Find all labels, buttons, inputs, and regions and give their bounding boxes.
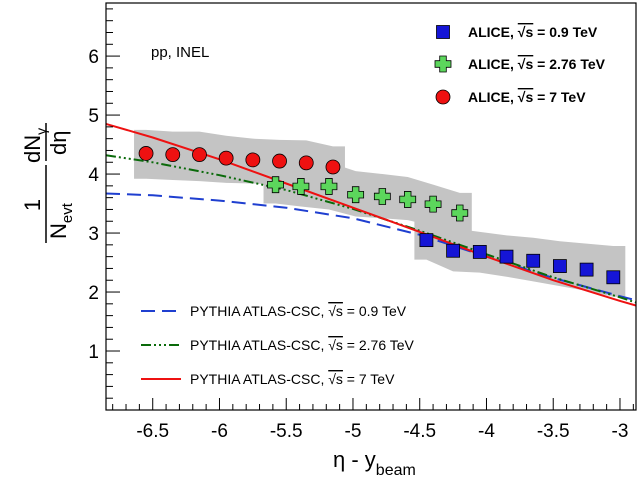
x-tick-label: -4.5 — [403, 421, 436, 442]
model-legend-label-2: PYTHIA ATLAS-CSC, √s = 2.76 TeV — [190, 337, 415, 353]
band-3 — [134, 129, 345, 189]
point-s2-5 — [373, 188, 391, 205]
point-s1-2 — [446, 243, 461, 258]
axis-ticks — [106, 8, 634, 410]
point-s1-7 — [579, 262, 594, 277]
x-axis-title: η - ybeam — [333, 447, 416, 479]
model-legend-label-1: PYTHIA ATLAS-CSC, √s = 0.9 TeV — [190, 303, 407, 319]
x-tick-label: -5.5 — [270, 421, 303, 442]
y-title-nevt: Nevt — [46, 202, 76, 239]
point-s3-1 — [138, 146, 154, 161]
legend-marker-2 — [434, 55, 452, 73]
point-s2-2 — [292, 178, 310, 195]
band-1 — [414, 218, 626, 297]
model-curves — [105, 122, 637, 307]
point-s2-4 — [347, 186, 365, 204]
point-s3-3 — [192, 147, 207, 162]
point-s2-8 — [451, 204, 469, 222]
y-tick-label: 1 — [88, 342, 99, 363]
point-s3-5 — [245, 152, 261, 168]
y-title-one: 1 — [20, 199, 45, 211]
y-tick-label: 2 — [88, 283, 99, 304]
legend-label-3: ALICE, √s = 7 TeV — [468, 89, 586, 105]
point-s3-8 — [325, 159, 341, 175]
point-s2-1 — [267, 176, 284, 194]
x-tick-label: -3.5 — [537, 421, 570, 442]
y-title-n: N — [46, 223, 71, 239]
y-title-gamma: γ — [33, 128, 49, 135]
x-tick-label: -5 — [345, 421, 362, 442]
x-tick-label: -6 — [211, 421, 228, 442]
legend-label-2: ALICE, √s = 2.76 TeV — [468, 56, 606, 72]
y-title-evt: evt — [59, 202, 76, 223]
tick-labels: -6.5 -6 -5.5 -5 -4.5 -4 -3.5 -3 1 2 3 4 5 6 — [88, 47, 628, 442]
point-s1-4 — [499, 249, 514, 264]
point-s2-6 — [399, 191, 417, 208]
y-axis-title: 1 Nevt dNγ dη — [20, 123, 76, 243]
model-curve-3 — [105, 122, 637, 307]
y-tick-label: 4 — [88, 165, 99, 186]
point-s1-3 — [472, 245, 487, 259]
x-tick-label: -6.5 — [136, 421, 169, 442]
x-axis-title-main: η - y — [333, 447, 376, 472]
systematic-bands — [134, 129, 626, 297]
point-s1-6 — [553, 259, 567, 273]
x-tick-label: -4 — [478, 421, 495, 442]
model-legend-label-3: PYTHIA ATLAS-CSC, √s = 7 TeV — [190, 371, 395, 387]
legend: ALICE, √s = 0.9 TeV ALICE, √s = 2.76 TeV A… — [434, 24, 606, 105]
point-s2-3 — [320, 178, 338, 195]
legend-label-1: ALICE, √s = 0.9 TeV — [468, 24, 598, 40]
point-s2-7 — [424, 195, 442, 213]
y-tick-label: 3 — [88, 224, 99, 245]
x-axis-title-sub: beam — [376, 462, 416, 479]
y-title-dn-main: dN — [20, 135, 45, 163]
y-tick-label: 6 — [88, 47, 99, 68]
point-s1-5 — [526, 253, 541, 268]
annotation-text: pp, INEL — [151, 44, 209, 61]
y-title-dn: dNγ — [20, 128, 49, 163]
legend-marker-1 — [436, 25, 450, 39]
x-tick-label: -3 — [612, 421, 629, 442]
model-legend: PYTHIA ATLAS-CSC, √s = 0.9 TeV PYTHIA ATL… — [141, 303, 415, 387]
point-s1-1 — [419, 233, 434, 248]
y-title-deta: dη — [46, 131, 71, 155]
point-s3-6 — [272, 153, 287, 169]
point-s3-4 — [218, 150, 234, 166]
y-tick-label: 5 — [88, 106, 99, 127]
point-s3-7 — [298, 155, 314, 171]
plot-frame — [105, 2, 637, 411]
point-s3-2 — [165, 147, 181, 162]
legend-marker-3 — [435, 89, 451, 105]
data-markers — [138, 146, 621, 285]
point-s1-8 — [606, 270, 621, 285]
